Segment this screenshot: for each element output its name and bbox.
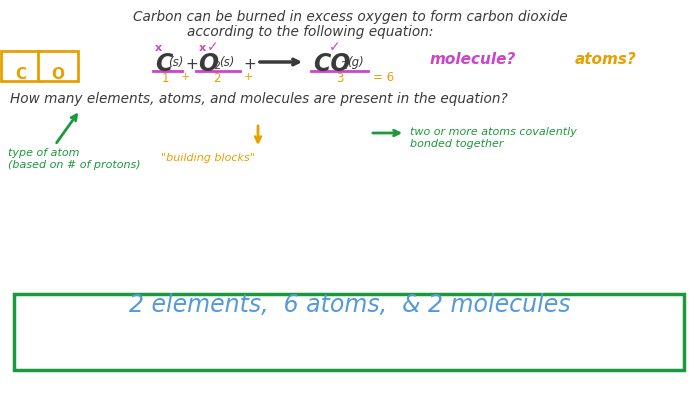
FancyBboxPatch shape xyxy=(38,51,78,81)
Text: x: x xyxy=(198,43,206,53)
Text: atoms?: atoms? xyxy=(575,52,637,67)
Text: (s): (s) xyxy=(219,56,234,69)
Text: C: C xyxy=(15,67,27,82)
Text: 2: 2 xyxy=(213,61,220,71)
Text: O: O xyxy=(52,67,64,82)
Text: +: + xyxy=(244,72,253,82)
Text: +: + xyxy=(185,57,197,72)
Text: 2 elements,  6 atoms,  & 2 molecules: 2 elements, 6 atoms, & 2 molecules xyxy=(130,293,570,317)
Text: +: + xyxy=(181,72,190,82)
Text: two or more atoms covalently
bonded together: two or more atoms covalently bonded toge… xyxy=(410,127,577,149)
Text: Carbon can be burned in excess oxygen to form carbon dioxide: Carbon can be burned in excess oxygen to… xyxy=(133,10,567,24)
FancyBboxPatch shape xyxy=(1,51,41,81)
Text: x: x xyxy=(155,43,162,53)
Text: type of atom
(based on # of protons): type of atom (based on # of protons) xyxy=(8,148,141,170)
Text: CO: CO xyxy=(313,52,351,76)
Text: O: O xyxy=(198,52,218,76)
Text: 1: 1 xyxy=(161,72,169,85)
Text: 2: 2 xyxy=(340,61,347,71)
Text: according to the following equation:: according to the following equation: xyxy=(187,25,433,39)
Text: ✓: ✓ xyxy=(207,40,219,54)
Text: = 6: = 6 xyxy=(373,71,394,84)
Text: "building blocks": "building blocks" xyxy=(161,153,255,163)
Text: 2: 2 xyxy=(214,72,220,85)
Text: molecule?: molecule? xyxy=(430,52,517,67)
Text: (s): (s) xyxy=(168,56,183,69)
Text: C: C xyxy=(155,52,172,76)
Text: +: + xyxy=(243,57,256,72)
Text: 3: 3 xyxy=(336,72,344,85)
Text: ✓: ✓ xyxy=(329,40,341,54)
Text: (g): (g) xyxy=(347,56,364,69)
Text: How many elements, atoms, and molecules are present in the equation?: How many elements, atoms, and molecules … xyxy=(10,92,508,106)
FancyBboxPatch shape xyxy=(15,294,683,370)
Text: elements?: elements? xyxy=(8,50,76,63)
